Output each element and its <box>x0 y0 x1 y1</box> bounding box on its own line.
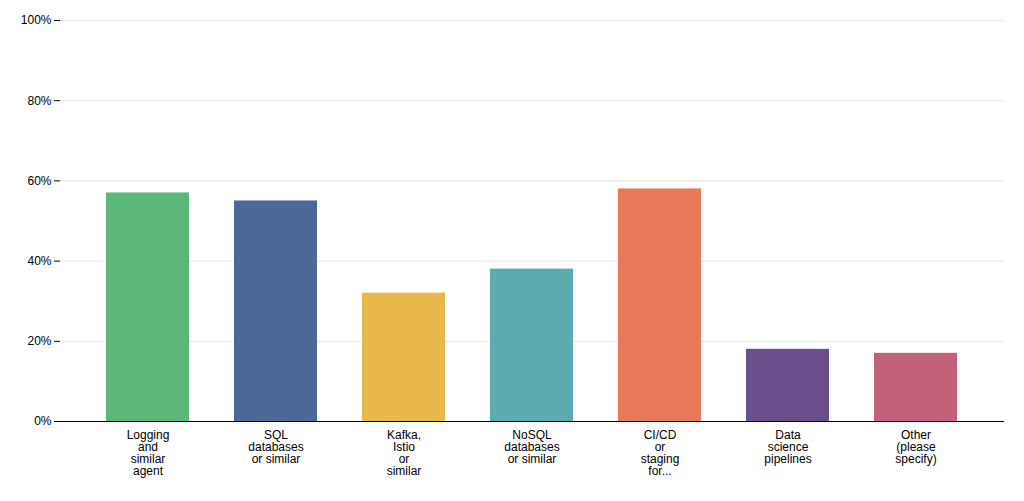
svg-text:60%: 60% <box>27 174 51 188</box>
svg-text:SQLdatabasesor similar: SQLdatabasesor similar <box>248 428 303 466</box>
svg-text:20%: 20% <box>27 334 51 348</box>
svg-text:40%: 40% <box>27 254 51 268</box>
svg-text:Datasciencepipelines: Datasciencepipelines <box>764 428 811 466</box>
svg-text:80%: 80% <box>27 94 51 108</box>
svg-text:Loggingandsimilaragent: Loggingandsimilaragent <box>127 428 170 478</box>
svg-text:Kafka,Istioorsimilar: Kafka,Istioorsimilar <box>387 428 422 478</box>
svg-text:NoSQLdatabasesor similar: NoSQLdatabasesor similar <box>504 428 559 466</box>
svg-text:Other(pleasespecify): Other(pleasespecify) <box>895 428 936 466</box>
svg-text:CI/CDorstagingfor...: CI/CDorstagingfor... <box>641 428 680 478</box>
svg-text:0%: 0% <box>34 414 52 428</box>
svg-text:100%: 100% <box>21 13 52 27</box>
